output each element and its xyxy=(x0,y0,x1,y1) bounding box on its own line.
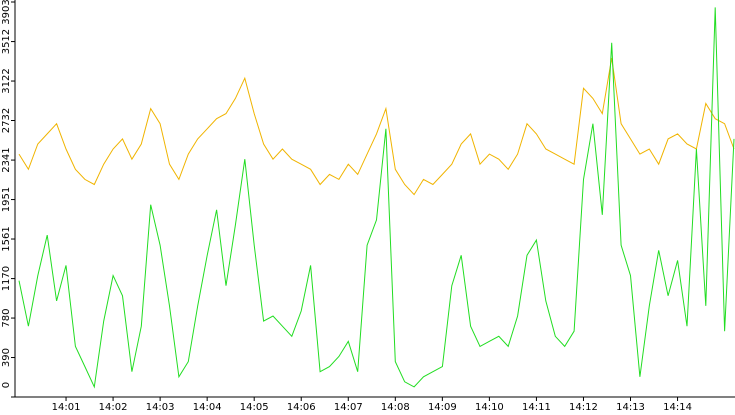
y-tick-label: 1170 xyxy=(1,266,12,291)
x-tick-label: 14:10 xyxy=(475,402,504,413)
x-tick-label: 14:03 xyxy=(146,402,175,413)
x-tick-label: 14:12 xyxy=(569,402,598,413)
y-tick-label: 3512 xyxy=(1,29,12,54)
series-line xyxy=(18,57,735,196)
x-tick-label: 14:07 xyxy=(334,402,363,413)
y-tick-label: 2341 xyxy=(1,147,12,172)
y-tick-label: 1561 xyxy=(1,226,12,251)
x-tick-label: 14:02 xyxy=(99,402,128,413)
x-tick-label: 14:13 xyxy=(616,402,645,413)
y-tick-label: 1951 xyxy=(1,187,12,212)
x-tick-label: 14:05 xyxy=(240,402,269,413)
y-tick-label: 3122 xyxy=(1,68,12,93)
x-tick-label: 14:09 xyxy=(428,402,457,413)
series-line xyxy=(18,7,735,389)
x-tick-label: 14:06 xyxy=(287,402,316,413)
y-tick-label: 0 xyxy=(1,382,12,388)
y-tick-label: 780 xyxy=(1,309,12,328)
x-tick-label: 14:01 xyxy=(52,402,81,413)
x-tick-label: 14:14 xyxy=(663,402,692,413)
y-tick-label: 390 xyxy=(1,348,12,367)
y-tick-label: 3903 xyxy=(1,0,12,25)
y-tick-label: 2732 xyxy=(1,108,12,133)
x-tick-label: 14:08 xyxy=(381,402,410,413)
x-tick-label: 14:04 xyxy=(193,402,222,413)
x-tick-label: 14:11 xyxy=(522,402,551,413)
